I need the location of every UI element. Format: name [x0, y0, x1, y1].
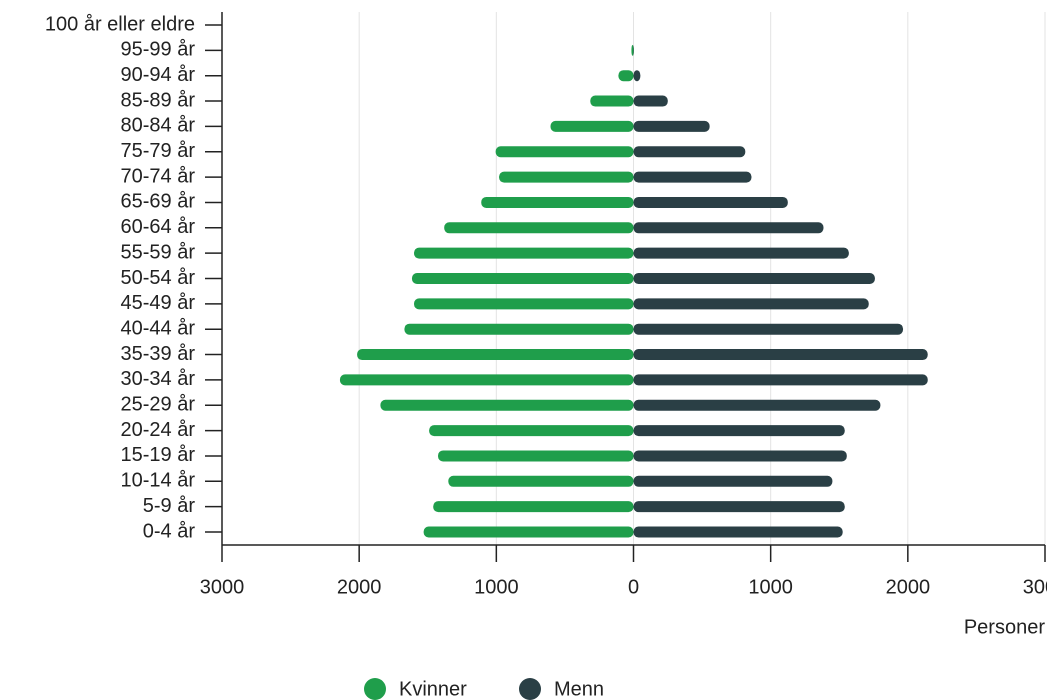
bar — [404, 323, 634, 335]
bar — [411, 273, 634, 284]
y-tick-label: 100 år eller eldre — [45, 13, 195, 35]
x-tick-label: 3000 — [200, 576, 245, 598]
x-axis-label: Personer — [964, 616, 1045, 638]
y-tick-label: 15-19 år — [121, 444, 196, 466]
bar — [633, 501, 845, 513]
bar — [633, 425, 845, 437]
bar — [433, 501, 634, 513]
bar — [633, 374, 928, 386]
bar — [481, 196, 634, 208]
bar — [633, 196, 788, 208]
bar — [618, 70, 634, 82]
bar — [590, 95, 634, 107]
x-tick-label: 2000 — [886, 576, 931, 598]
bar — [633, 450, 847, 462]
y-tick-label: 90-94 år — [121, 64, 196, 86]
y-tick-label: 40-44 år — [121, 317, 196, 339]
bar — [414, 298, 634, 310]
y-tick-label: 70-74 år — [121, 165, 196, 187]
x-tick-label: 0 — [628, 576, 639, 598]
y-tick-label: 20-24 år — [121, 419, 196, 441]
bar — [633, 247, 849, 259]
bar — [495, 146, 634, 158]
bar — [444, 222, 634, 234]
bar — [357, 349, 634, 361]
y-tick-label: 5-9 år — [143, 495, 196, 517]
y-tick-label: 50-54 år — [121, 267, 196, 289]
y-tick-label: 25-29 år — [121, 394, 196, 416]
bar — [633, 273, 875, 284]
legend-swatch — [519, 678, 541, 700]
bar — [423, 526, 634, 538]
y-tick-label: 45-49 år — [121, 292, 196, 314]
bar — [633, 349, 928, 361]
bar — [633, 222, 824, 234]
x-tick-label: 1000 — [748, 576, 793, 598]
y-tick-label: 0-4 år — [143, 520, 196, 542]
x-tick-label: 1000 — [474, 576, 519, 598]
bar — [499, 171, 634, 183]
bar — [633, 146, 746, 158]
bar — [631, 44, 634, 56]
legend-swatch — [364, 678, 386, 700]
bar — [429, 425, 634, 437]
legend-label: Kvinner — [399, 678, 467, 700]
bar — [339, 374, 634, 386]
y-tick-label: 55-59 år — [121, 241, 196, 263]
y-tick-label: 75-79 år — [121, 140, 196, 162]
bar — [380, 399, 634, 411]
x-tick-label: 2000 — [337, 576, 382, 598]
bar — [448, 475, 634, 487]
y-tick-label: 95-99 år — [121, 39, 196, 61]
y-tick-label: 10-14 år — [121, 470, 196, 492]
bar — [633, 475, 833, 487]
bar — [633, 120, 710, 132]
bar — [633, 399, 881, 411]
legend-label: Menn — [554, 678, 604, 700]
bar — [633, 171, 752, 183]
y-tick-label: 65-69 år — [121, 191, 196, 213]
bar — [633, 526, 843, 538]
bar — [633, 323, 904, 335]
y-tick-label: 30-34 år — [121, 368, 196, 390]
y-tick-label: 85-89 år — [121, 89, 196, 111]
y-tick-label: 35-39 år — [121, 343, 196, 365]
x-tick-label: 3000 — [1023, 576, 1047, 598]
bar — [633, 95, 668, 107]
bar — [438, 450, 634, 462]
bar — [550, 120, 634, 132]
bar — [633, 70, 641, 82]
bar — [633, 298, 869, 310]
bar — [414, 247, 634, 259]
y-tick-label: 60-64 år — [121, 216, 196, 238]
y-tick-label: 80-84 år — [121, 115, 196, 137]
